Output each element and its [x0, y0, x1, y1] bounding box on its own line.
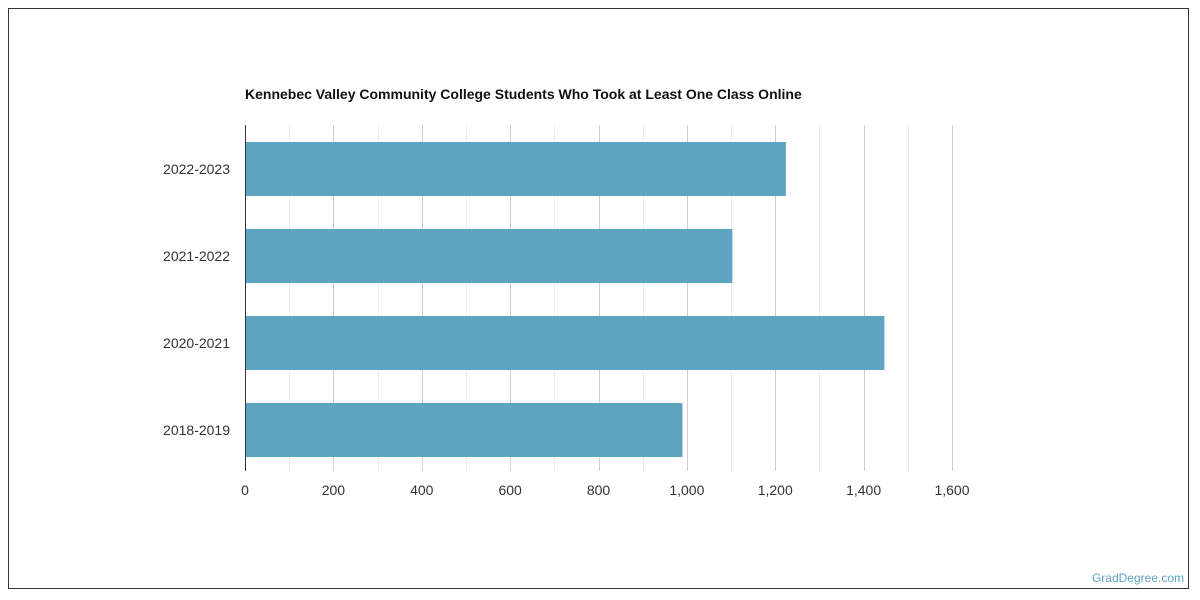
- source-watermark-link[interactable]: GradDegree.com: [1091, 571, 1184, 585]
- category-label: 2021-2022: [163, 248, 230, 264]
- x-tick-label: 0: [241, 482, 249, 498]
- bar-2018-2019: [245, 403, 683, 457]
- x-tick-label: 800: [587, 482, 611, 498]
- chart-title: Kennebec Valley Community College Studen…: [245, 86, 802, 102]
- category-label: 2022-2023: [163, 161, 230, 177]
- bar-2022-2023: [245, 142, 786, 196]
- x-tick-label: 400: [410, 482, 434, 498]
- bars: [245, 142, 885, 457]
- chart-frame: [8, 8, 1189, 589]
- category-label: 2020-2021: [163, 335, 230, 351]
- bar-2020-2021: [245, 316, 885, 370]
- x-tick-label: 1,000: [669, 482, 704, 498]
- x-tick-label: 1,400: [846, 482, 881, 498]
- tick-labels: 2022-2023 2021-2022 2020-2021 2018-2019 0 200…: [163, 161, 970, 498]
- x-tick-label: 600: [498, 482, 522, 498]
- x-tick-label: 200: [322, 482, 346, 498]
- bar-2021-2022: [245, 229, 733, 283]
- x-tick-label: 1,200: [758, 482, 793, 498]
- x-tick-label: 1,600: [934, 482, 969, 498]
- category-label: 2018-2019: [163, 422, 230, 438]
